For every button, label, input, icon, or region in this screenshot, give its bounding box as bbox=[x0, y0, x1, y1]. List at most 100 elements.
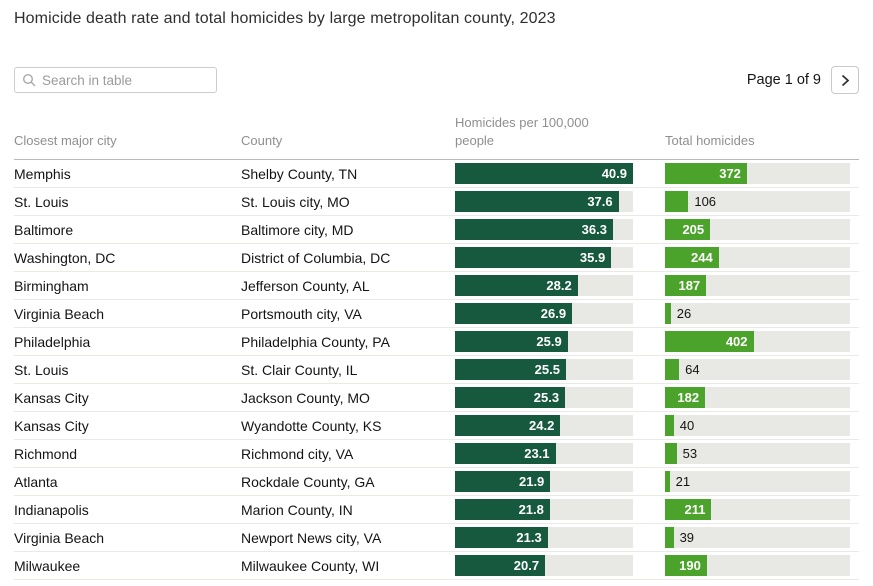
total-bar-label: 64 bbox=[685, 362, 700, 377]
column-header-city[interactable]: Closest major city bbox=[14, 133, 117, 148]
rate-bar-fill bbox=[455, 219, 613, 240]
table-row: Virginia Beach Portsmouth city, VA 26.9 … bbox=[14, 300, 859, 328]
city-cell: St. Louis bbox=[14, 361, 69, 378]
table-row: St. Louis St. Louis city, MO 37.6 106 bbox=[14, 188, 859, 216]
total-bar-fill bbox=[665, 359, 680, 380]
column-header-total[interactable]: Total homicides bbox=[665, 133, 755, 148]
rate-bar-label: 25.9 bbox=[536, 334, 562, 349]
column-header-county[interactable]: County bbox=[241, 133, 283, 148]
total-bar-fill bbox=[665, 163, 747, 184]
total-bar-fill bbox=[665, 555, 707, 576]
search-input[interactable] bbox=[42, 72, 209, 88]
rate-bar-label: 21.8 bbox=[518, 502, 544, 517]
total-bar-label: 244 bbox=[691, 250, 713, 265]
chevron-right-icon bbox=[841, 74, 850, 87]
total-bar: 190 bbox=[665, 555, 850, 576]
toolbar: Page 1 of 9 bbox=[14, 66, 859, 94]
total-bar: 402 bbox=[665, 331, 850, 352]
rate-bar-fill bbox=[455, 331, 568, 352]
total-bar: 182 bbox=[665, 387, 850, 408]
rate-bar: 21.9 bbox=[455, 471, 633, 492]
total-bar-label: 372 bbox=[719, 166, 741, 181]
table-header-row: Closest major city County Homicides per … bbox=[14, 114, 859, 160]
city-cell: Richmond bbox=[14, 445, 78, 462]
total-bar: 64 bbox=[665, 359, 850, 380]
table-row: Richmond Richmond city, VA 23.1 53 bbox=[14, 440, 859, 468]
table-row: Kansas City Jackson County, MO 25.3 182 bbox=[14, 384, 859, 412]
rate-bar: 21.3 bbox=[455, 527, 633, 548]
rate-bar-fill bbox=[455, 415, 561, 436]
total-bar-label: 187 bbox=[678, 278, 701, 293]
table-row: Milwaukee Milwaukee County, WI 20.7 190 bbox=[14, 552, 859, 580]
table-row: St. Louis St. Clair County, IL 25.5 64 bbox=[14, 356, 859, 384]
total-bar-fill bbox=[665, 303, 671, 324]
rate-bar-fill bbox=[455, 163, 633, 184]
county-cell: Newport News city, VA bbox=[241, 529, 382, 546]
rate-bar: 25.5 bbox=[455, 359, 633, 380]
total-bar: 106 bbox=[665, 191, 850, 212]
county-cell: St. Louis city, MO bbox=[241, 193, 350, 210]
total-bar: 53 bbox=[665, 443, 850, 464]
rate-bar-fill bbox=[455, 443, 556, 464]
city-cell: St. Louis bbox=[14, 193, 69, 210]
rate-bar: 26.9 bbox=[455, 303, 633, 324]
city-cell: Atlanta bbox=[14, 473, 58, 490]
rate-bar-label: 21.9 bbox=[518, 474, 545, 489]
table-row: Birmingham Jefferson County, AL 28.2 187 bbox=[14, 272, 859, 300]
pagination: Page 1 of 9 bbox=[747, 66, 859, 94]
rate-bar-fill bbox=[455, 499, 550, 520]
rate-bar-label: 25.3 bbox=[533, 390, 560, 405]
total-bar: 39 bbox=[665, 527, 850, 548]
rate-bar-fill bbox=[455, 387, 566, 408]
rate-bar: 36.3 bbox=[455, 219, 633, 240]
next-page-button[interactable] bbox=[831, 66, 859, 94]
county-cell: Jackson County, MO bbox=[241, 389, 370, 406]
total-bar-fill bbox=[665, 527, 674, 548]
city-cell: Virginia Beach bbox=[14, 305, 105, 322]
rate-bar-fill bbox=[455, 359, 566, 380]
city-cell: Virginia Beach bbox=[14, 529, 105, 546]
column-header-rate[interactable]: Homicides per 100,000 people bbox=[455, 115, 589, 148]
total-bar-label: 211 bbox=[684, 502, 706, 517]
rate-bar: 37.6 bbox=[455, 191, 633, 212]
county-cell: Portsmouth city, VA bbox=[241, 305, 362, 322]
rate-bar-label: 26.9 bbox=[540, 306, 567, 321]
total-bar-fill bbox=[665, 219, 711, 240]
table-body: Memphis Shelby County, TN 40.9 372 St. L… bbox=[14, 160, 859, 580]
county-cell: Jefferson County, AL bbox=[241, 277, 370, 294]
rate-bar-label: 23.1 bbox=[524, 446, 550, 461]
total-bar-fill bbox=[665, 247, 719, 268]
rate-bar-label: 35.9 bbox=[579, 250, 606, 265]
county-cell: Philadelphia County, PA bbox=[241, 333, 390, 350]
rate-bar-label: 20.7 bbox=[513, 558, 540, 573]
total-bar-fill bbox=[665, 499, 712, 520]
table-row: Indianapolis Marion County, IN 21.8 211 bbox=[14, 496, 859, 524]
search-box[interactable] bbox=[14, 67, 217, 93]
total-bar-fill bbox=[665, 191, 689, 212]
page-title: Homicide death rate and total homicides … bbox=[14, 10, 556, 27]
rate-bar-fill bbox=[455, 275, 578, 296]
city-cell: Memphis bbox=[14, 165, 71, 182]
county-cell: Shelby County, TN bbox=[241, 165, 358, 182]
city-cell: Kansas City bbox=[14, 389, 89, 406]
rate-bar-label: 28.2 bbox=[546, 278, 572, 293]
rate-bar-fill bbox=[455, 555, 546, 576]
rate-bar: 24.2 bbox=[455, 415, 633, 436]
rate-bar: 21.8 bbox=[455, 499, 633, 520]
table-row: Philadelphia Philadelphia County, PA 25.… bbox=[14, 328, 859, 356]
table-row: Memphis Shelby County, TN 40.9 372 bbox=[14, 160, 859, 188]
total-bar: 372 bbox=[665, 163, 850, 184]
city-cell: Indianapolis bbox=[14, 501, 89, 518]
rate-bar-label: 36.3 bbox=[581, 222, 607, 237]
total-bar-label: 402 bbox=[725, 334, 748, 349]
county-cell: Richmond city, VA bbox=[241, 445, 354, 462]
rate-bar: 25.9 bbox=[455, 331, 633, 352]
county-cell: Wyandotte County, KS bbox=[241, 417, 382, 434]
total-bar-label: 106 bbox=[694, 194, 717, 209]
total-bar-label: 26 bbox=[676, 306, 692, 321]
county-cell: St. Clair County, IL bbox=[241, 361, 358, 378]
table-row: Baltimore Baltimore city, MD 36.3 205 bbox=[14, 216, 859, 244]
rate-bar-fill bbox=[455, 527, 548, 548]
total-bar: 40 bbox=[665, 415, 850, 436]
county-cell: Rockdale County, GA bbox=[241, 473, 375, 490]
